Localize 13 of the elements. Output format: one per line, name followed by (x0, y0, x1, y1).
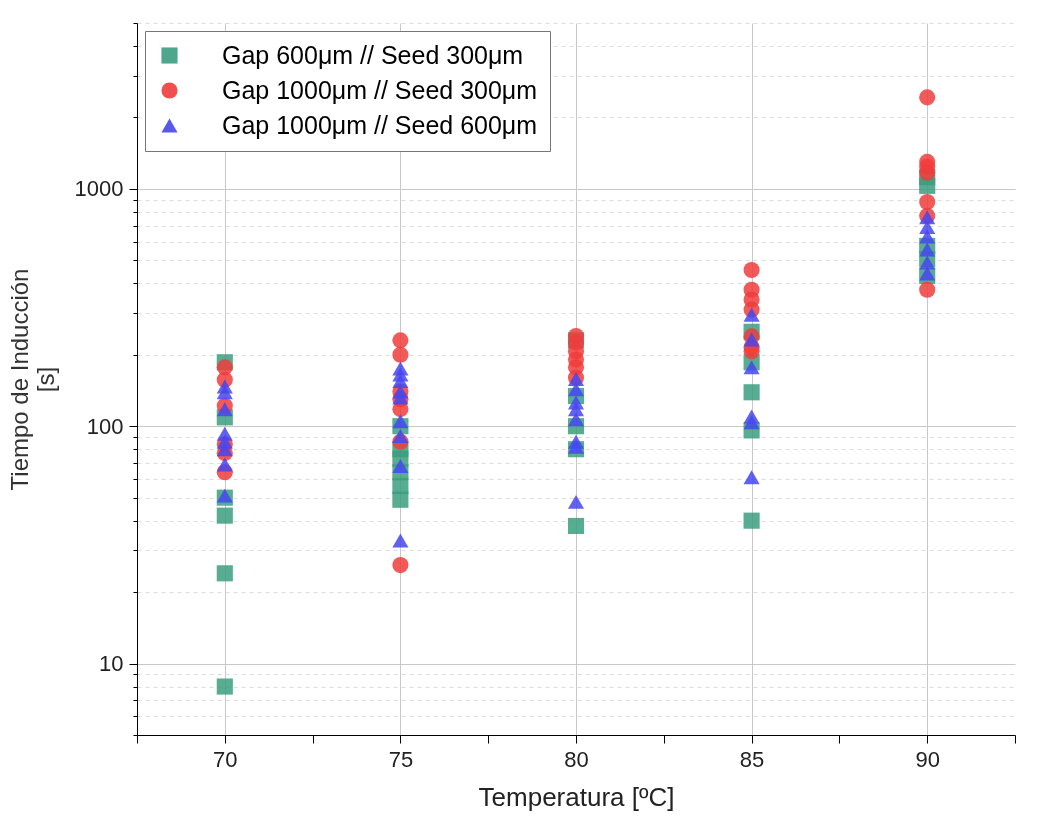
x-tick-label: 80 (564, 746, 589, 772)
y-tick-label: 10 (99, 651, 124, 677)
x-tick-label: 90 (915, 746, 940, 772)
y-tick-label: 100 (86, 413, 124, 439)
y-tick-label: 1000 (74, 176, 124, 202)
legend-label: Gap 600μm // Seed 300μm (222, 40, 524, 69)
legend-label: Gap 1000μm // Seed 300μm (222, 75, 538, 104)
y-axis-title: Tiempo de Inducción [s] (5, 268, 59, 491)
x-tick-label: 75 (388, 746, 414, 772)
legend-label: Gap 1000μm // Seed 600μm (222, 110, 538, 139)
x-tick-label: 85 (739, 746, 765, 772)
x-axis-title: Temperatura [ºC] (478, 781, 675, 812)
x-tick-label: 70 (213, 746, 238, 772)
